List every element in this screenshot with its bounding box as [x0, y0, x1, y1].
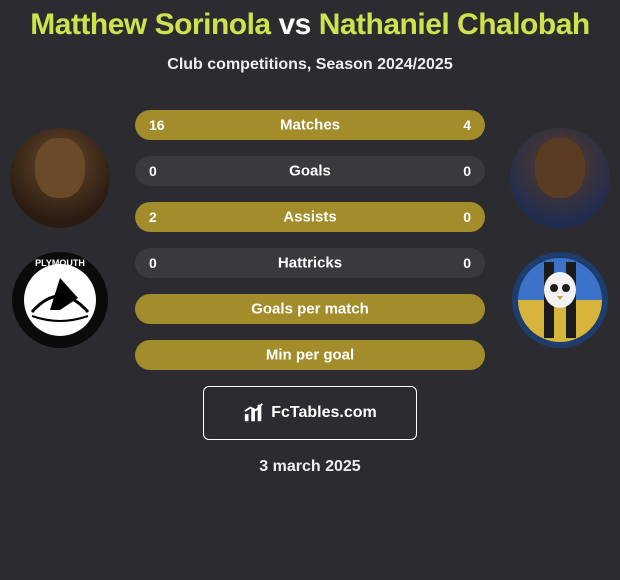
stat-label: Assists — [283, 209, 336, 226]
stat-fill-right — [415, 110, 485, 140]
title-vs: vs — [278, 8, 310, 41]
stat-label: Matches — [280, 117, 340, 134]
stat-value-left: 2 — [149, 209, 157, 225]
stat-row: Goals per match — [135, 294, 485, 324]
title-player2: Nathaniel Chalobah — [319, 8, 590, 41]
stat-fill-left — [135, 110, 415, 140]
stat-label: Goals — [289, 163, 331, 180]
stat-row: 16 4 Matches — [135, 110, 485, 140]
stat-value-right: 0 — [463, 209, 471, 225]
comparison-card: Matthew Sorinola vs Nathaniel Chalobah C… — [0, 0, 620, 580]
stat-label: Goals per match — [251, 301, 369, 318]
stat-label: Hattricks — [278, 255, 342, 272]
chart-icon — [243, 402, 265, 424]
date-text: 3 march 2025 — [0, 458, 620, 476]
stat-label: Min per goal — [266, 347, 354, 364]
title-player1: Matthew Sorinola — [30, 8, 270, 41]
stat-value-left: 0 — [149, 163, 157, 179]
site-badge-text: FcTables.com — [271, 404, 377, 422]
subtitle: Club competitions, Season 2024/2025 — [0, 56, 620, 74]
stats-container: 16 4 Matches 0 0 Goals 2 0 Assists 0 0 Hattricks Goa… — [0, 110, 620, 476]
stat-row: 2 0 Assists — [135, 202, 485, 232]
stat-value-right: 0 — [463, 163, 471, 179]
stat-value-right: 0 — [463, 255, 471, 271]
stat-row: Min per goal — [135, 340, 485, 370]
stat-value-right: 4 — [463, 117, 471, 133]
stat-value-left: 16 — [149, 117, 165, 133]
stat-row: 0 0 Hattricks — [135, 248, 485, 278]
stat-value-left: 0 — [149, 255, 157, 271]
title: Matthew Sorinola vs Nathaniel Chalobah — [0, 0, 620, 42]
site-badge[interactable]: FcTables.com — [203, 386, 417, 440]
stat-row: 0 0 Goals — [135, 156, 485, 186]
